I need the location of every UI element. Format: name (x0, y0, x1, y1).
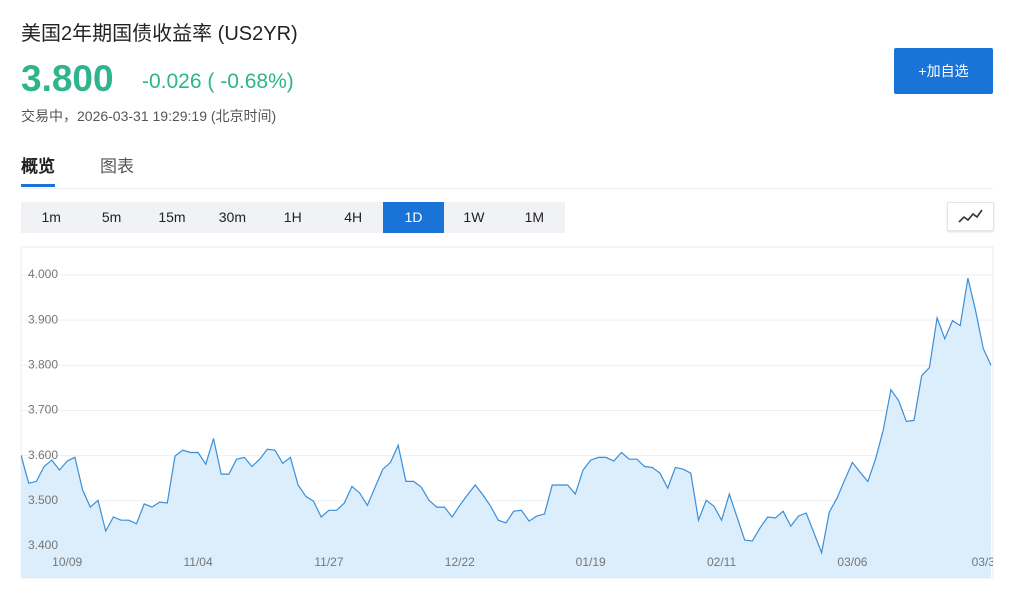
tabs: 概览 图表 (21, 152, 993, 189)
y-tick-label: 4.000 (28, 267, 58, 281)
tab[interactable]: 图表 (100, 157, 134, 176)
plot: 3.400 3.500 3.600 3.700 3.800 3.900 4.000 10/09… (21, 267, 996, 578)
x-tick-label: 01/19 (576, 555, 606, 569)
chart-type-button[interactable] (947, 202, 994, 231)
y-tick-label: 3.400 (28, 538, 58, 552)
x-tick-label: 11/04 (183, 555, 212, 569)
period-button[interactable]: 1D (383, 202, 444, 233)
period-button[interactable]: 30m (218, 209, 246, 225)
period-button[interactable]: 5m (101, 209, 122, 225)
y-tick-label: 3.600 (28, 448, 58, 462)
price: 3.800 (21, 58, 114, 99)
period-button[interactable]: 15m (158, 209, 186, 225)
x-tick-label: 12/22 (445, 555, 475, 569)
x-tick-label: 11/27 (314, 555, 343, 569)
x-tick-label: 03/06 (837, 555, 867, 569)
period-bar: 1m 5m 15m 30m 1H 4H 1D 1W 1M (21, 202, 565, 233)
y-tick-label: 3.500 (28, 493, 58, 507)
change-value: -0.026 (142, 70, 202, 93)
add-watchlist-button[interactable]: +加自选 (894, 48, 993, 94)
period-button[interactable]: 4H (344, 209, 363, 225)
y-tick-label: 3.900 (28, 312, 58, 326)
title: 美国2年期国债收益率 (US2YR) (21, 23, 298, 45)
tab[interactable]: 概览 (21, 152, 55, 187)
y-tick-label: 3.700 (28, 403, 58, 417)
change: -0.026 ( -0.68%) (142, 70, 294, 94)
change-pct: ( -0.68%) (207, 70, 294, 93)
period-button[interactable]: 1M (524, 209, 545, 225)
period-button[interactable]: 1m (41, 209, 61, 225)
chart-frame (20, 246, 994, 579)
x-tick-label: 03/3 (972, 555, 996, 569)
status: 交易中，2026-03-31 19:29:19 (北京时间) (21, 108, 277, 124)
area (21, 278, 991, 578)
period-button[interactable]: 1W (463, 209, 485, 225)
x-tick-label: 02/11 (707, 555, 736, 569)
chart-type-icon (958, 209, 983, 223)
y-tick-label: 3.800 (28, 357, 58, 371)
line (21, 278, 992, 555)
x-tick-label: 10/09 (52, 555, 82, 569)
period-button[interactable]: 1H (283, 209, 302, 225)
